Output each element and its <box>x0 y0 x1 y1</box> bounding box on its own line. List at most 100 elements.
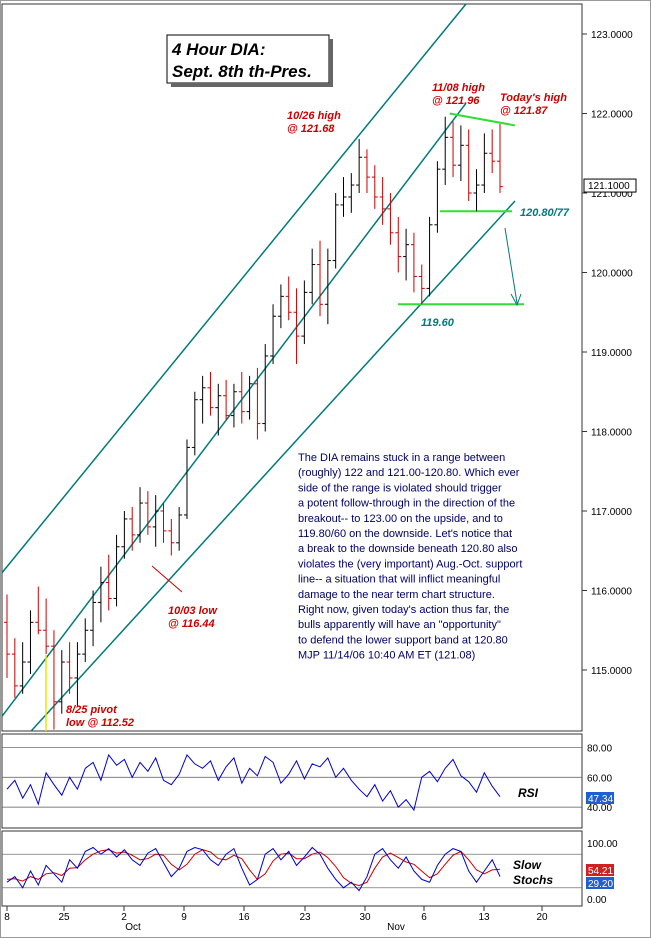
commentary-line: 119.80/60 on the downside. Let's notice … <box>298 528 512 540</box>
stoch-blue-value: 29.20 <box>588 879 613 890</box>
commentary-line: (roughly) 122 and 121.00-120.80. Which e… <box>298 467 520 479</box>
rsi-current-value: 47.34 <box>588 794 613 805</box>
price-bar <box>207 371 214 416</box>
price-bar <box>317 240 324 317</box>
annotation-1003-pointer <box>151 565 183 593</box>
x-tick-label: 16 <box>238 912 250 923</box>
price-bar <box>43 598 50 655</box>
price-bar <box>371 165 378 209</box>
annotation-1108-high-line1: 11/08 high <box>432 82 485 94</box>
price-bar <box>105 554 112 611</box>
commentary-line: MJP 11/14/06 10:40 AM ET (121.08) <box>298 650 475 662</box>
commentary-line: breakout-- to 123.00 on the upside, and … <box>298 513 503 525</box>
commentary-line: bulls apparently will have an "opportuni… <box>298 619 501 631</box>
price-bar <box>137 487 144 543</box>
price-bar <box>82 618 89 663</box>
chart-title-line2: Sept. 8th th-Pres. <box>172 62 312 81</box>
projection-arrow-shaft <box>504 227 518 304</box>
price-bar <box>129 507 136 551</box>
annotation-1108-high-line2: @ 121.96 <box>432 95 480 107</box>
rsi-line <box>6 753 501 812</box>
price-bar <box>113 534 120 607</box>
last-price-label: 121.1000 <box>588 181 630 192</box>
annotation-1003-low-line1: 10/03 low <box>168 605 218 617</box>
price-bar <box>11 638 18 698</box>
price-bar <box>4 594 10 678</box>
price-bar <box>191 391 198 456</box>
stoch-label-line2: Stochs <box>513 873 553 887</box>
price-tick-label: 119.0000 <box>591 348 632 359</box>
stoch-k-line <box>6 846 501 892</box>
price-bar <box>230 383 237 428</box>
x-tick-label: 2 <box>121 912 127 923</box>
price-bar <box>387 193 394 245</box>
stoch-tick-label: 100.00 <box>587 839 618 850</box>
price-bar <box>27 610 34 674</box>
price-bar <box>238 371 245 424</box>
x-tick-label: 13 <box>478 912 490 923</box>
price-bar <box>246 375 253 420</box>
annotation-825-pivot-line1: 8/25 pivot <box>66 704 118 716</box>
price-bar <box>379 177 386 225</box>
price-bar <box>270 304 277 364</box>
price-bar <box>254 367 261 440</box>
commentary-line: violates the (very important) Aug.-Oct. … <box>298 558 522 570</box>
price-bar <box>35 586 42 635</box>
price-bar <box>97 566 104 623</box>
price-bar <box>50 630 57 730</box>
price-bar <box>442 116 449 186</box>
price-bar <box>434 161 441 233</box>
price-bar <box>340 177 347 217</box>
commentary-line: line-- a situation that will inflict mea… <box>298 574 500 586</box>
price-bar <box>481 133 488 193</box>
price-bar <box>301 280 308 345</box>
projection-arrow-head <box>510 293 522 307</box>
chart-title-box: 4 Hour DIA: Sept. 8th th-Pres. <box>166 34 333 87</box>
price-bar <box>418 264 425 305</box>
annotation-todays-high-line1: Today's high <box>500 92 567 104</box>
price-bar <box>183 439 190 519</box>
price-bar <box>426 216 433 297</box>
price-bar <box>356 138 363 193</box>
x-month-label: Nov <box>387 922 405 933</box>
annotation-todays-high-line2: @ 121.87 <box>500 105 548 117</box>
annotation-1026-high-line1: 10/26 high <box>287 110 341 122</box>
price-bar <box>403 228 410 281</box>
price-bar <box>176 507 183 551</box>
rsi-tick-label: 80.00 <box>587 743 612 754</box>
last-price-badge <box>583 178 637 193</box>
stoch-panel <box>1 830 583 907</box>
price-bar <box>324 248 331 325</box>
price-bar <box>285 276 292 321</box>
price-bar <box>58 650 65 714</box>
rsi-label: RSI <box>518 786 539 800</box>
overlay-resistance-trend <box>449 112 516 127</box>
commentary-line: The DIA remains stuck in a range between <box>298 452 505 464</box>
price-bar <box>121 511 128 559</box>
x-month-label: Oct <box>125 922 141 933</box>
x-tick-label: 6 <box>421 912 427 923</box>
price-bar <box>168 518 175 556</box>
annotation-support-level: 120.80/77 <box>520 207 570 219</box>
rsi-tick-label: 60.00 <box>587 773 612 784</box>
annotation-825-pivot-line2: low @ 112.52 <box>66 717 134 729</box>
price-tick-label: 117.0000 <box>591 507 632 518</box>
price-panel <box>1 3 583 732</box>
price-bar <box>90 590 97 647</box>
price-bar <box>465 129 472 201</box>
x-tick-label: 8 <box>4 912 10 923</box>
commentary-text: The DIA remains stuck in a range between… <box>298 452 522 662</box>
price-tick-label: 118.0000 <box>591 428 632 439</box>
chart-title-line1: 4 Hour DIA: <box>171 40 266 59</box>
stoch-blue-badge: 29.20 <box>586 877 614 890</box>
price-tick-label: 122.0000 <box>591 110 633 121</box>
price-bar <box>395 216 402 273</box>
price-bar <box>74 642 81 706</box>
price-bar <box>497 123 503 193</box>
price-bar <box>19 642 26 694</box>
stoch-red-badge: 54.21 <box>586 864 614 877</box>
price-bar <box>293 288 300 364</box>
stoch-red-value: 54.21 <box>588 866 613 877</box>
price-bar <box>144 491 151 535</box>
